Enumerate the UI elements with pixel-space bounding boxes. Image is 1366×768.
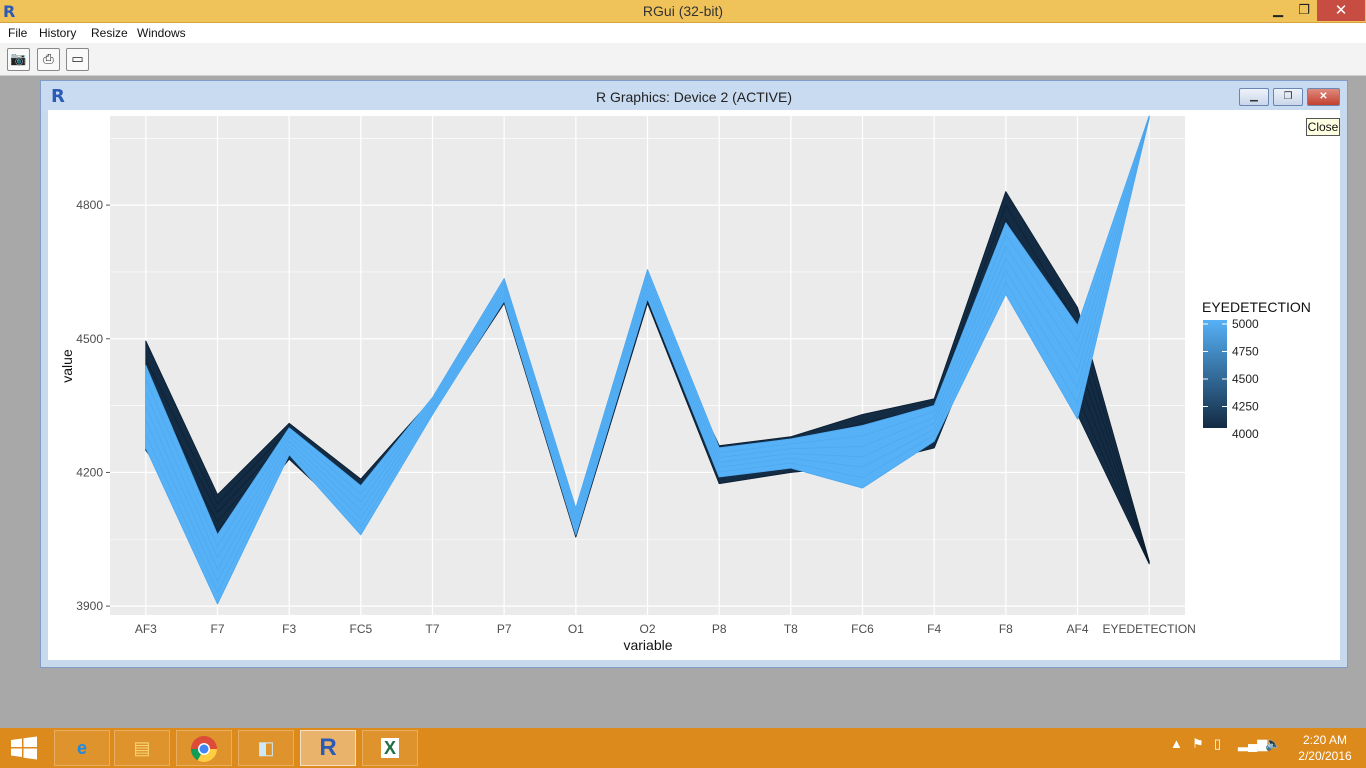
windows-start-icon[interactable] (10, 736, 40, 760)
r-icon[interactable]: R (300, 730, 356, 766)
taskbar: e ▤ ◧ R X ▲ ⚑ ▯ ▂▄▆ 🔈 2:20 AM 2/20/2016 (0, 728, 1366, 768)
y-tick-label: 3900 (76, 599, 103, 613)
window-icon[interactable]: ▭ (66, 48, 89, 71)
show-hidden-icons-icon[interactable]: ▲ (1170, 736, 1183, 751)
internet-explorer-icon[interactable]: e (54, 730, 110, 766)
series-bands (145, 115, 1150, 605)
restore-button[interactable]: ❐ (1298, 3, 1310, 18)
x-tick-label: T7 (425, 622, 439, 636)
power-icon[interactable]: ▯ (1214, 736, 1222, 751)
x-tick-label: P8 (712, 622, 727, 636)
volume-icon[interactable]: 🔈 (1265, 736, 1282, 751)
plot-device: 3900 4200 4500 4800 AF3 F7 F3 FC5 T7 P7 O1 O2 P8 T8 F… (48, 110, 1340, 660)
x-tick-label: O2 (639, 622, 655, 636)
x-tick-label: P7 (497, 622, 512, 636)
legend-labels: 5000 4750 4500 4250 4000 (1203, 317, 1259, 441)
legend-label: 5000 (1232, 317, 1259, 331)
y-tick-label: 4500 (76, 332, 103, 346)
x-axis-label: variable (623, 637, 672, 653)
x-tick-label: AF3 (135, 622, 157, 636)
graphics-window-title: R Graphics: Device 2 (ACTIVE) (595, 89, 793, 105)
notepad-icon[interactable]: ◧ (238, 730, 294, 766)
camera-icon[interactable]: 📷 (7, 48, 30, 71)
menu-windows[interactable]: Windows (137, 26, 186, 40)
printer-icon[interactable]: ⎙ (37, 48, 60, 71)
app-titlebar: R RGui (32-bit) ▁ ❐ ✕ (0, 0, 1366, 23)
y-axis-label: value (59, 349, 75, 383)
legend-label: 4750 (1232, 345, 1259, 359)
series-line (145, 117, 1150, 594)
menu-history[interactable]: History (39, 26, 77, 40)
series-line (145, 115, 1150, 536)
graphics-close-button[interactable]: ✕ (1307, 88, 1340, 106)
graphics-restore-button[interactable]: ❐ (1273, 88, 1303, 106)
legend-colorbar (1203, 320, 1227, 428)
x-tick-label: FC5 (349, 622, 372, 636)
x-tick-label: FC6 (851, 622, 874, 636)
series-line (145, 117, 1150, 582)
x-tick-label: O1 (568, 622, 584, 636)
y-tick-label: 4800 (76, 198, 103, 212)
close-tooltip: Close (1306, 118, 1340, 136)
gridlines (110, 116, 1185, 615)
r-logo-icon[interactable]: R (3, 2, 16, 21)
legend-label: 4000 (1232, 427, 1259, 441)
clock-time: 2:20 AM (1302, 733, 1348, 747)
graphics-minimize-button[interactable]: ▁ (1239, 88, 1269, 106)
chrome-icon[interactable] (176, 730, 232, 766)
x-tick-label: F7 (210, 622, 224, 636)
x-tick-label: F3 (282, 622, 296, 636)
x-tick-label: AF4 (1066, 622, 1088, 636)
x-tick-label: F4 (927, 622, 941, 636)
y-axis-ticks: 3900 4200 4500 4800 (76, 198, 110, 613)
y-tick-label: 4200 (76, 465, 103, 479)
app-title: RGui (32-bit) (642, 3, 724, 19)
series-line (145, 117, 1150, 570)
series-line (145, 116, 1150, 559)
x-tick-label: T8 (784, 622, 798, 636)
close-button[interactable]: ✕ (1317, 0, 1365, 21)
menubar: File History Resize Windows (0, 23, 1366, 43)
series-line (145, 118, 1150, 605)
r-logo-icon: R (51, 86, 65, 107)
menu-file[interactable]: File (8, 26, 28, 40)
clock-date: 2/20/2016 (1298, 749, 1352, 763)
x-tick-label: F8 (999, 622, 1013, 636)
graphics-window-titlebar[interactable]: R R Graphics: Device 2 (ACTIVE) ▁ ❐ ✕ (41, 81, 1347, 111)
file-explorer-icon[interactable]: ▤ (114, 730, 170, 766)
legend-label: 4250 (1232, 400, 1259, 414)
legend-title: EYEDETECTION (1202, 299, 1311, 315)
series-line (145, 116, 1150, 547)
excel-icon[interactable]: X (362, 730, 418, 766)
action-center-icon[interactable]: ⚑ (1192, 736, 1204, 751)
minimize-button[interactable]: ▁ (1273, 3, 1283, 18)
network-icon[interactable]: ▂▄▆ (1238, 736, 1268, 751)
clock[interactable]: 2:20 AM 2/20/2016 (1290, 732, 1360, 764)
legend-label: 4500 (1232, 372, 1259, 386)
toolbar: 📷 ⎙ ▭ (0, 43, 1366, 76)
x-axis-ticks: AF3 F7 F3 FC5 T7 P7 O1 O2 P8 T8 FC6 F4 F8 AF4 EYEDETEC… (135, 622, 1196, 636)
parallel-coordinates-chart: 3900 4200 4500 4800 AF3 F7 F3 FC5 T7 P7 O1 O2 P8 T8 F… (59, 115, 1311, 653)
x-tick-label: EYEDETECTION (1102, 622, 1195, 636)
menu-resize[interactable]: Resize (91, 26, 128, 40)
